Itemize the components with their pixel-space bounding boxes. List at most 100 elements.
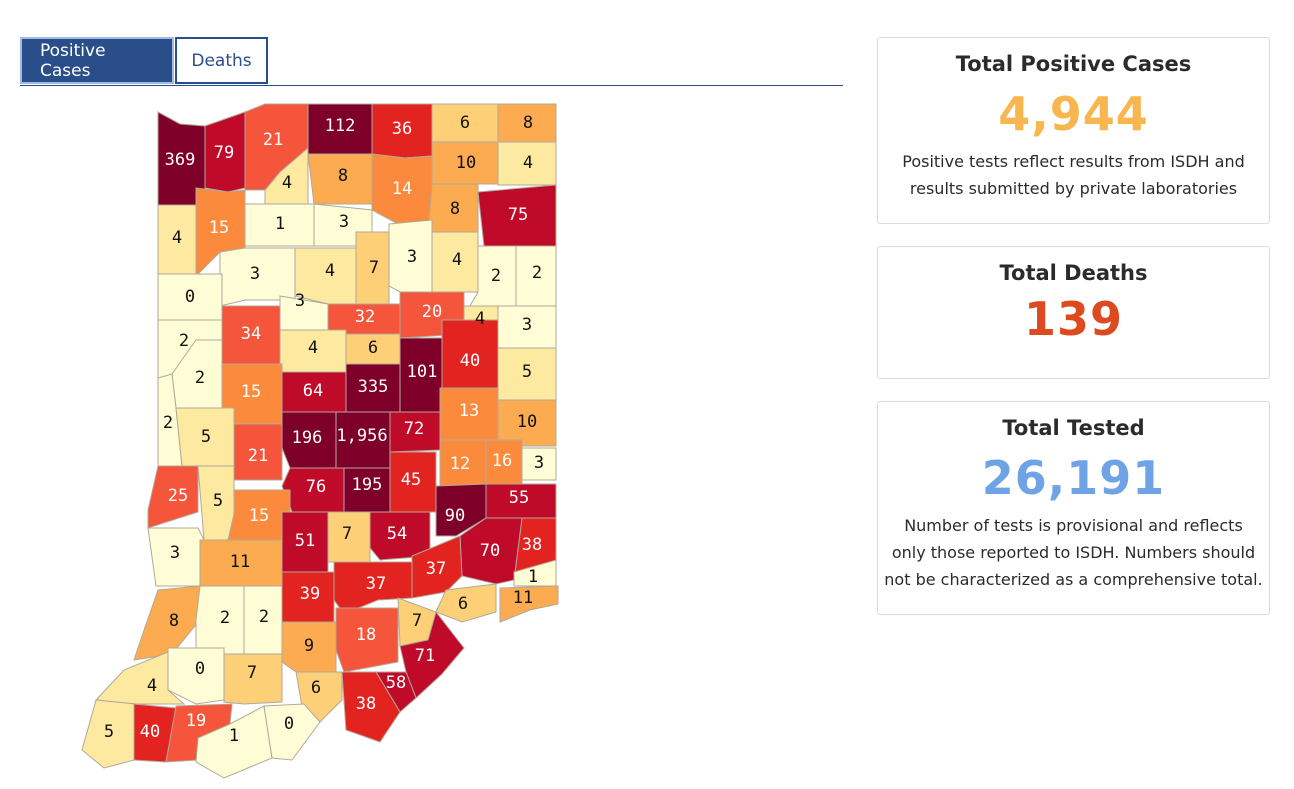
- county-case-label: 0: [284, 714, 294, 734]
- county-case-label: 21: [263, 130, 283, 150]
- county-shape[interactable]: [435, 583, 497, 623]
- county-case-label: 11: [513, 588, 533, 608]
- total-positive-value: 4,944: [998, 87, 1149, 141]
- county-shape[interactable]: [341, 671, 401, 743]
- county-case-label: 5: [201, 427, 211, 447]
- county-shape[interactable]: [147, 465, 199, 529]
- county-case-label: 4: [325, 261, 335, 281]
- county-case-label: 72: [404, 419, 424, 439]
- county-case-label: 36: [392, 119, 412, 139]
- county-case-label: 6: [460, 113, 470, 133]
- county-case-label: 3: [170, 543, 180, 563]
- county-case-label: 75: [508, 205, 528, 225]
- county-case-label: 45: [401, 470, 421, 490]
- county-case-label: 4: [172, 228, 182, 248]
- county-case-label: 51: [295, 531, 315, 551]
- county-case-label: 0: [195, 659, 205, 679]
- county-case-label: 15: [209, 218, 229, 238]
- total-tested-title: Total Tested: [1002, 416, 1145, 440]
- county-case-label: 112: [325, 116, 356, 136]
- county-case-label: 14: [392, 179, 412, 199]
- county-shape[interactable]: [497, 399, 557, 447]
- total-tested-card: Total Tested 26,191 Number of tests is p…: [877, 401, 1270, 615]
- county-case-label: 12: [450, 454, 470, 474]
- county-case-label: 11: [230, 552, 250, 572]
- county-case-label: 76: [306, 477, 326, 497]
- county-case-label: 13: [459, 401, 479, 421]
- county-case-label: 1: [229, 726, 239, 746]
- county-shape[interactable]: [223, 653, 283, 705]
- county-case-label: 1: [275, 214, 285, 234]
- tab-positive-cases[interactable]: Positive Cases: [20, 37, 174, 84]
- county-shape[interactable]: [263, 703, 321, 761]
- county-case-label: 40: [140, 722, 160, 742]
- county-case-label: 8: [450, 199, 460, 219]
- county-case-label: 4: [282, 173, 292, 193]
- county-case-label: 2: [179, 331, 189, 351]
- county-case-label: 195: [352, 475, 383, 495]
- county-shape[interactable]: [521, 447, 557, 481]
- total-tested-value: 26,191: [981, 451, 1166, 505]
- county-case-label: 37: [366, 574, 386, 594]
- total-positive-note-line: results submitted by private laboratorie…: [909, 179, 1238, 198]
- county-case-label: 38: [356, 694, 376, 714]
- county-case-label: 7: [342, 524, 352, 544]
- county-case-label: 6: [311, 678, 321, 698]
- county-layer: [81, 103, 559, 779]
- county-case-label: 5: [213, 491, 223, 511]
- county-case-label: 20: [422, 302, 442, 322]
- county-case-label: 10: [517, 412, 537, 432]
- county-case-label: 3: [250, 264, 260, 284]
- county-case-label: 54: [387, 524, 407, 544]
- county-case-label: 5: [104, 722, 114, 742]
- county-shape[interactable]: [264, 146, 309, 205]
- county-case-label: 8: [338, 166, 348, 186]
- county-case-label: 90: [445, 506, 465, 526]
- county-case-label: 55: [509, 488, 529, 508]
- county-case-label: 2: [532, 263, 542, 283]
- total-positive-card: Total Positive Cases 4,944 Positive test…: [877, 37, 1270, 224]
- county-case-label: 4: [147, 676, 157, 696]
- county-case-label: 21: [248, 446, 268, 466]
- county-case-label: 2: [259, 607, 269, 627]
- county-shape[interactable]: [81, 699, 137, 769]
- county-case-label: 34: [241, 324, 261, 344]
- county-case-label: 3: [339, 212, 349, 232]
- county-case-label: 8: [523, 113, 533, 133]
- county-case-label: 335: [358, 377, 389, 397]
- total-deaths-title: Total Deaths: [999, 261, 1148, 285]
- total-tested-note: Number of tests is provisional and refle…: [878, 512, 1269, 593]
- total-tested-note-line: only those reported to ISDH. Numbers sho…: [891, 543, 1256, 562]
- county-case-label: 15: [249, 506, 269, 526]
- county-shape[interactable]: [204, 111, 246, 193]
- county-case-label: 3: [295, 291, 305, 311]
- county-case-label: 19: [186, 711, 206, 731]
- total-positive-note-line: Positive tests reflect results from ISDH…: [902, 152, 1245, 171]
- county-case-label: 0: [185, 287, 195, 307]
- county-case-label: 2: [491, 266, 501, 286]
- county-shape[interactable]: [435, 483, 487, 537]
- county-shape[interactable]: [335, 607, 399, 673]
- county-case-label: 70: [480, 541, 500, 561]
- county-shape[interactable]: [499, 585, 559, 623]
- county-case-label: 4: [452, 250, 462, 270]
- county-case-label: 8: [169, 611, 179, 631]
- total-tested-note-line: Number of tests is provisional and refle…: [904, 516, 1243, 535]
- county-case-label: 369: [165, 150, 196, 170]
- total-positive-title: Total Positive Cases: [955, 52, 1192, 76]
- county-case-label: 6: [458, 594, 468, 614]
- county-case-label: 71: [415, 646, 435, 666]
- county-case-label: 32: [355, 307, 375, 327]
- county-case-label: 7: [412, 611, 422, 631]
- county-shape[interactable]: [233, 423, 283, 481]
- county-case-label: 4: [308, 338, 318, 358]
- total-deaths-value: 139: [1023, 292, 1124, 346]
- county-case-label: 7: [247, 663, 257, 683]
- county-case-label: 2: [195, 368, 205, 388]
- county-shape[interactable]: [369, 511, 431, 561]
- tab-deaths[interactable]: Deaths: [175, 37, 268, 84]
- county-case-label: 3: [522, 315, 532, 335]
- map-tabs: Positive Cases Deaths: [20, 37, 268, 86]
